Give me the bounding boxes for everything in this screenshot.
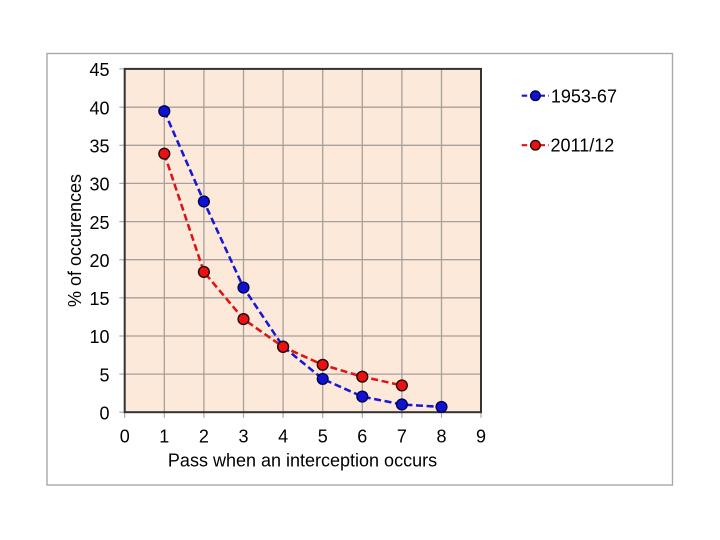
svg-text:40: 40 — [89, 98, 109, 118]
svg-text:25: 25 — [89, 213, 109, 233]
svg-text:1953-67: 1953-67 — [551, 87, 617, 107]
svg-text:35: 35 — [89, 137, 109, 157]
svg-text:% of occurences: % of occurences — [65, 174, 85, 307]
svg-text:0: 0 — [99, 403, 109, 423]
svg-text:15: 15 — [89, 289, 109, 309]
svg-text:9: 9 — [476, 427, 486, 447]
svg-text:30: 30 — [89, 175, 109, 195]
svg-text:5: 5 — [318, 427, 328, 447]
svg-text:Pass when an interception occu: Pass when an interception occurs — [168, 451, 437, 471]
svg-text:2: 2 — [199, 427, 209, 447]
svg-text:7: 7 — [397, 427, 407, 447]
svg-text:2011/12: 2011/12 — [551, 136, 615, 156]
svg-text:8: 8 — [436, 427, 446, 447]
svg-text:0: 0 — [120, 427, 130, 447]
svg-text:20: 20 — [89, 251, 109, 271]
svg-text:5: 5 — [99, 365, 109, 385]
svg-text:10: 10 — [89, 327, 109, 347]
svg-text:45: 45 — [89, 60, 109, 80]
svg-text:6: 6 — [357, 427, 367, 447]
svg-text:4: 4 — [278, 427, 288, 447]
svg-text:1: 1 — [159, 427, 169, 447]
svg-text:3: 3 — [238, 427, 248, 447]
